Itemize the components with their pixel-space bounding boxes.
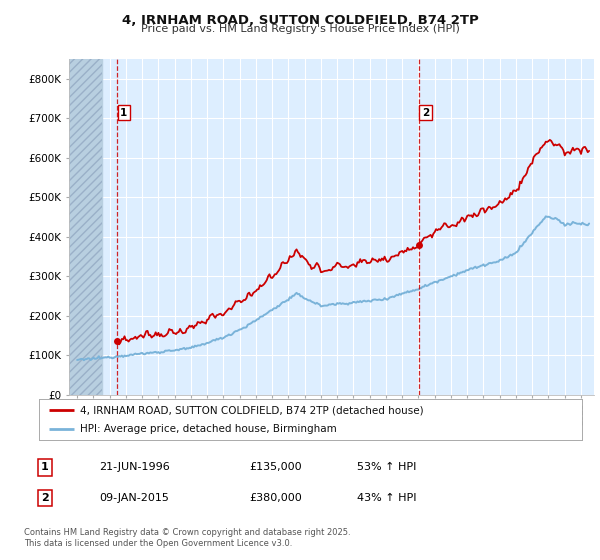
Text: 53% ↑ HPI: 53% ↑ HPI xyxy=(357,463,416,473)
Bar xyxy=(69,59,101,395)
Bar xyxy=(69,59,101,395)
Text: £135,000: £135,000 xyxy=(249,463,302,473)
Text: HPI: Average price, detached house, Birmingham: HPI: Average price, detached house, Birm… xyxy=(80,424,337,433)
Text: 43% ↑ HPI: 43% ↑ HPI xyxy=(357,493,416,503)
Text: Contains HM Land Registry data © Crown copyright and database right 2025.
This d: Contains HM Land Registry data © Crown c… xyxy=(24,528,350,548)
Text: 1: 1 xyxy=(120,108,127,118)
Text: 1: 1 xyxy=(41,463,49,473)
Text: 21-JUN-1996: 21-JUN-1996 xyxy=(99,463,170,473)
Text: 09-JAN-2015: 09-JAN-2015 xyxy=(99,493,169,503)
Text: 2: 2 xyxy=(41,493,49,503)
Text: Price paid vs. HM Land Registry's House Price Index (HPI): Price paid vs. HM Land Registry's House … xyxy=(140,24,460,34)
Text: 2: 2 xyxy=(422,108,429,118)
Text: £380,000: £380,000 xyxy=(249,493,302,503)
Text: 4, IRNHAM ROAD, SUTTON COLDFIELD, B74 2TP: 4, IRNHAM ROAD, SUTTON COLDFIELD, B74 2T… xyxy=(122,14,478,27)
Text: 4, IRNHAM ROAD, SUTTON COLDFIELD, B74 2TP (detached house): 4, IRNHAM ROAD, SUTTON COLDFIELD, B74 2T… xyxy=(80,405,424,415)
